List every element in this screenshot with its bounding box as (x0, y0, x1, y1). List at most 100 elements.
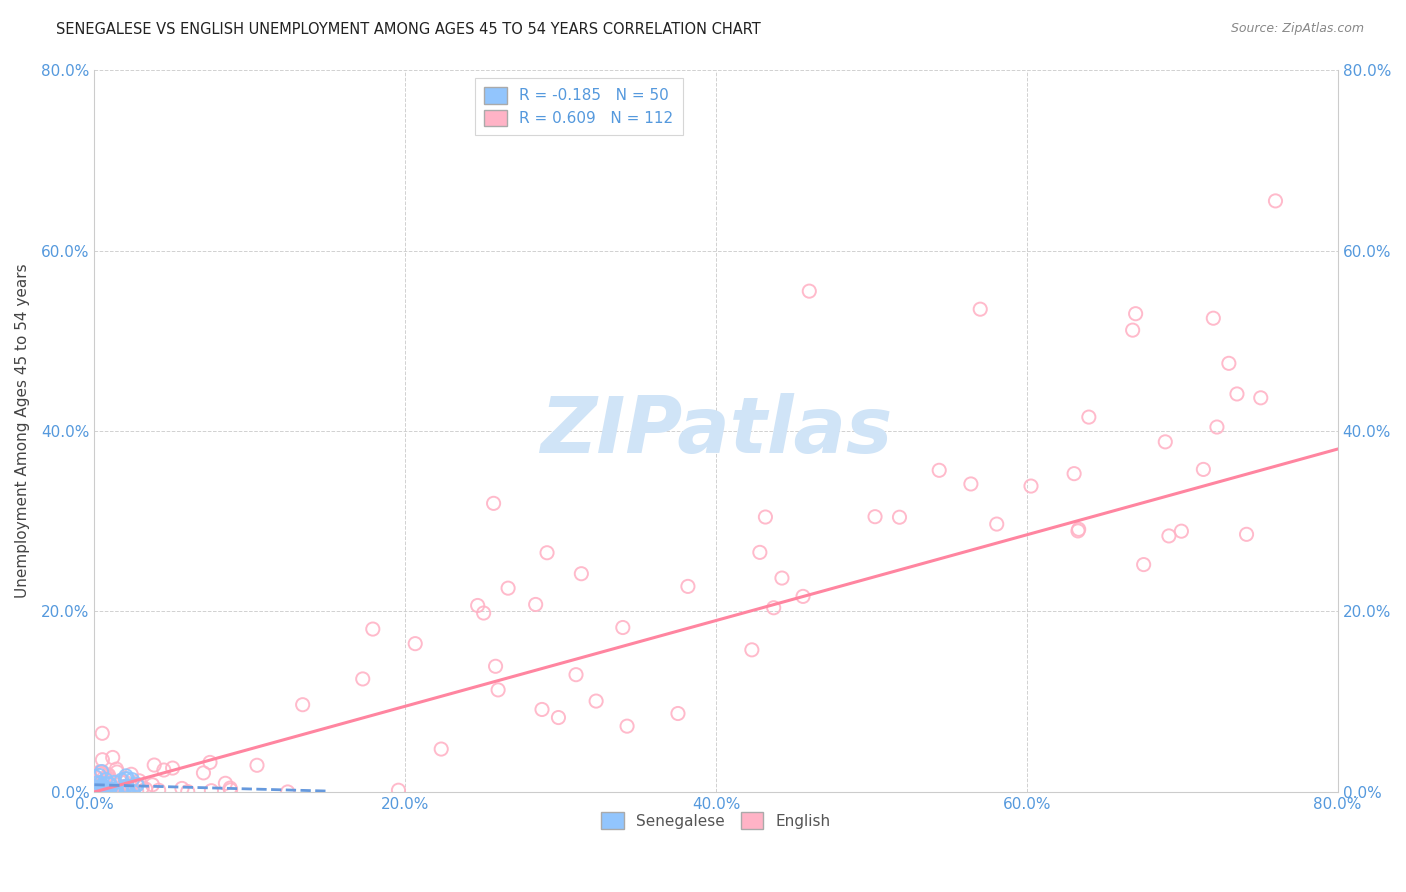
Point (94, 783, 117, 797)
Point (277, 785, 299, 799)
Point (111, 780, 134, 794)
Point (482, 496, 505, 510)
Point (89, 768, 111, 782)
Point (928, 463, 950, 477)
Point (114, 780, 136, 794)
Point (125, 777, 148, 791)
Point (565, 667, 588, 681)
Point (118, 784, 141, 798)
Point (118, 784, 141, 798)
Point (547, 710, 569, 724)
Point (97, 768, 120, 782)
Point (1125, 307, 1147, 321)
Point (863, 509, 886, 524)
Point (114, 775, 136, 789)
Point (110, 785, 132, 799)
Point (530, 702, 553, 716)
Point (486, 682, 509, 697)
Point (352, 672, 374, 686)
Point (110, 784, 132, 798)
Text: ZIPatlas: ZIPatlas (540, 393, 893, 469)
Point (986, 517, 1008, 532)
Point (1067, 522, 1090, 536)
Point (89, 783, 111, 797)
Point (93, 781, 115, 796)
Point (524, 598, 547, 612)
Point (105, 762, 128, 776)
Point (94, 772, 117, 787)
Point (120, 779, 142, 793)
Point (103, 783, 125, 797)
Point (86, 780, 108, 794)
Point (97, 784, 120, 798)
Point (91, 726, 114, 740)
Point (89, 776, 111, 790)
Point (969, 302, 991, 317)
Point (111, 780, 134, 794)
Point (1067, 524, 1090, 538)
Point (86, 785, 108, 799)
Point (193, 765, 215, 780)
Point (666, 706, 689, 721)
Point (1226, 387, 1249, 401)
Text: Source: ZipAtlas.com: Source: ZipAtlas.com (1230, 22, 1364, 36)
Point (1154, 434, 1177, 449)
Point (117, 783, 139, 797)
Point (90, 776, 112, 790)
Point (291, 698, 314, 712)
Point (162, 761, 184, 775)
Point (91, 753, 114, 767)
Point (86, 782, 108, 797)
Point (90, 767, 112, 781)
Point (1122, 323, 1144, 337)
Point (87, 776, 110, 790)
Point (101, 779, 124, 793)
Point (770, 571, 793, 585)
Point (115, 769, 138, 783)
Point (467, 599, 489, 613)
Point (105, 784, 128, 798)
Point (83, 785, 105, 799)
Point (569, 566, 592, 581)
Point (219, 780, 242, 795)
Point (1192, 462, 1215, 476)
Point (120, 767, 142, 781)
Point (84, 777, 107, 791)
Legend: Senegalese, English: Senegalese, English (595, 806, 837, 835)
Point (748, 545, 770, 559)
Point (98, 778, 121, 792)
Point (361, 622, 384, 636)
Point (612, 620, 634, 634)
Point (90, 764, 112, 779)
Point (97, 781, 120, 796)
Point (496, 581, 519, 595)
Point (122, 784, 145, 798)
Point (1063, 467, 1085, 481)
Point (90, 780, 112, 794)
Point (91, 779, 114, 793)
Point (107, 783, 129, 797)
Point (103, 775, 125, 789)
Point (118, 784, 141, 798)
Point (110, 775, 132, 789)
Point (799, 284, 821, 298)
Point (121, 772, 143, 787)
Point (90, 778, 112, 792)
Point (762, 600, 785, 615)
Point (177, 784, 200, 798)
Point (170, 781, 193, 796)
Point (1157, 529, 1180, 543)
Point (1236, 527, 1258, 541)
Point (86, 771, 108, 785)
Point (1206, 420, 1229, 434)
Point (676, 579, 699, 593)
Point (219, 783, 242, 797)
Point (101, 750, 124, 764)
Point (111, 772, 134, 787)
Point (484, 659, 506, 673)
Point (98, 782, 121, 797)
Point (86, 780, 108, 795)
Point (148, 783, 170, 797)
Point (93, 784, 115, 798)
Point (84, 770, 107, 784)
